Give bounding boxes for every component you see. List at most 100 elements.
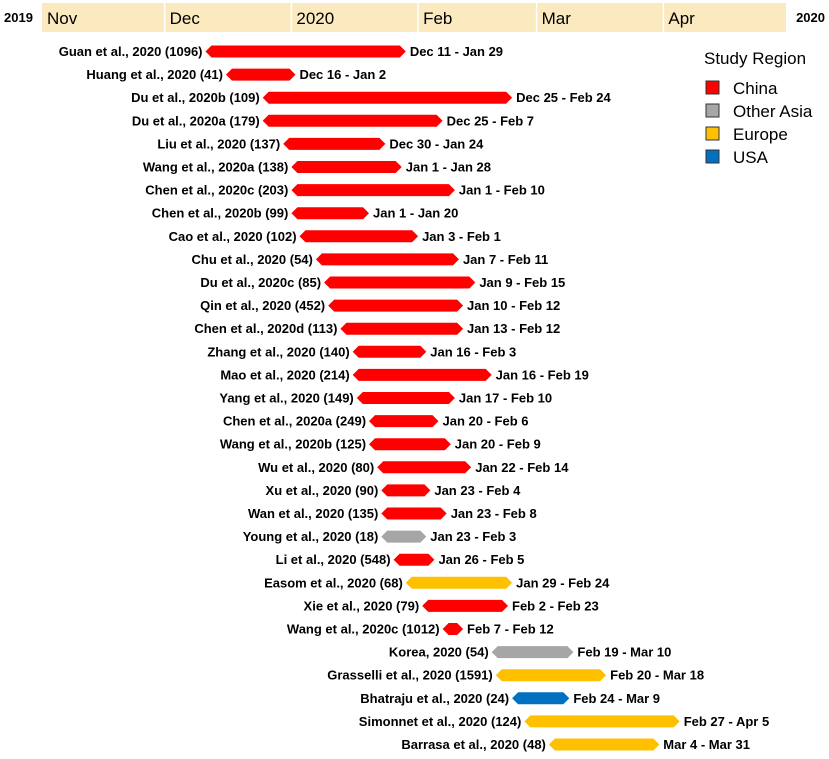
study-row: Guan et al., 2020 (1096) Dec 11 - Jan 29 [59,44,503,59]
study-row: Du et al., 2020b (109) Dec 25 - Feb 24 [131,90,611,105]
study-bar [324,276,476,289]
legend-item: Europe [705,125,788,144]
timeline-header-band [42,3,786,32]
study-label: Xie et al., 2020 (79) [304,598,420,613]
study-bar [340,322,464,335]
study-date-range: Jan 1 - Jan 28 [406,160,491,175]
study-bar [422,599,508,612]
study-label: Barrasa et al., 2020 (48) [401,737,546,752]
study-label: Li et al., 2020 (548) [276,552,391,567]
study-label: Simonnet et al., 2020 (124) [359,714,522,729]
study-row: Wang et al., 2020b (125) Jan 20 - Feb 9 [220,437,541,452]
study-bar [548,738,660,751]
study-row: Young et al., 2020 (18) Jan 23 - Feb 3 [243,529,517,544]
study-date-range: Jan 20 - Feb 6 [443,414,529,429]
study-label: Wang et al., 2020a (138) [143,160,288,175]
study-label: Yang et al., 2020 (149) [219,391,353,406]
legend-swatch [705,80,720,95]
study-date-range: Jan 20 - Feb 9 [455,437,541,452]
study-bar [226,68,296,81]
study-row: Chen et al., 2020c (203) Jan 1 - Feb 10 [145,183,545,198]
study-row: Wang et al., 2020a (138) Jan 1 - Jan 28 [143,160,491,175]
study-label: Wu et al., 2020 (80) [258,460,374,475]
legend-swatch [705,126,720,141]
study-date-range: Dec 11 - Jan 29 [410,44,503,59]
study-bar [352,345,427,358]
study-date-range: Feb 19 - Mar 10 [577,645,671,660]
study-label: Du et al., 2020a (179) [132,113,260,128]
study-date-range: Jan 22 - Feb 14 [475,460,569,475]
study-bar [512,692,570,705]
study-date-range: Jan 7 - Feb 11 [463,252,548,267]
study-label: Xu et al., 2020 (90) [266,483,379,498]
study-bar [369,438,451,451]
study-date-range: Dec 25 - Feb 24 [516,90,611,105]
study-row: Wang et al., 2020c (1012) Feb 7 - Feb 12 [287,622,554,637]
study-label: Chen et al., 2020d (113) [194,321,337,336]
study-label: Qin et al., 2020 (452) [200,298,325,313]
study-bar [495,669,607,682]
legend-label: USA [733,148,769,167]
legend-label: China [733,79,778,98]
legend-item: Other Asia [705,102,813,121]
study-bar [283,137,386,150]
study-date-range: Jan 9 - Feb 15 [479,275,565,290]
study-label: Chen et al., 2020b (99) [152,206,289,221]
study-row: Korea, 2020 (54) Feb 19 - Mar 10 [389,645,671,660]
study-bar [524,715,680,728]
study-row: Liu et al., 2020 (137) Dec 30 - Jan 24 [157,136,484,151]
axis-end-year: 2020 [796,10,825,25]
legend-swatch [705,149,720,164]
study-row: Xie et al., 2020 (79) Feb 2 - Feb 23 [304,598,599,613]
study-date-range: Jan 23 - Feb 4 [434,483,521,498]
study-date-range: Jan 29 - Feb 24 [516,575,610,590]
study-date-range: Dec 16 - Jan 2 [299,67,386,82]
study-label: Chen et al., 2020a (249) [223,414,366,429]
study-label: Liu et al., 2020 (137) [157,136,280,151]
study-row: Chen et al., 2020b (99) Jan 1 - Jan 20 [152,206,459,221]
study-row: Easom et al., 2020 (68) Jan 29 - Feb 24 [264,575,610,590]
study-row: Li et al., 2020 (548) Jan 26 - Feb 5 [276,552,525,567]
study-date-range: Jan 23 - Feb 3 [430,529,516,544]
study-date-range: Feb 27 - Apr 5 [684,714,769,729]
study-label: Korea, 2020 (54) [389,645,489,660]
study-row: Xu et al., 2020 (90) Jan 23 - Feb 4 [266,483,522,498]
study-date-range: Feb 20 - Mar 18 [610,668,704,683]
study-label: Zhang et al., 2020 (140) [207,344,349,359]
study-bar [381,507,447,520]
x-tick-label: 2020 [296,9,334,28]
study-date-range: Jan 17 - Feb 10 [459,391,552,406]
study-row: Qin et al., 2020 (452) Jan 10 - Feb 12 [200,298,560,313]
study-date-range: Jan 13 - Feb 12 [467,321,560,336]
study-date-range: Feb 2 - Feb 23 [512,598,599,613]
study-date-range: Jan 26 - Feb 5 [438,552,524,567]
study-label: Du et al., 2020c (85) [200,275,321,290]
study-bar [405,576,513,589]
study-date-range: Jan 10 - Feb 12 [467,298,560,313]
axis-start-year: 2019 [4,10,33,25]
study-label: Cao et al., 2020 (102) [169,229,297,244]
study-label: Easom et al., 2020 (68) [264,575,403,590]
legend-title: Study Region [704,49,806,68]
study-bar [205,45,406,58]
study-row: Barrasa et al., 2020 (48) Mar 4 - Mar 31 [401,737,750,752]
study-date-range: Jan 3 - Feb 1 [422,229,501,244]
study-date-range: Jan 16 - Feb 3 [430,344,516,359]
study-row: Chen et al., 2020d (113) Jan 13 - Feb 12 [194,321,560,336]
study-label: Du et al., 2020b (109) [131,90,260,105]
study-bar [291,161,402,173]
study-bar [328,299,464,312]
study-date-range: Feb 7 - Feb 12 [467,622,554,637]
study-bar [381,530,427,543]
study-bar [393,553,435,566]
study-row: Chen et al., 2020a (249) Jan 20 - Feb 6 [223,414,529,429]
study-bar [262,114,443,127]
study-bar [369,415,439,428]
study-label: Guan et al., 2020 (1096) [59,44,203,59]
legend-label: Other Asia [733,102,813,121]
study-date-range: Jan 1 - Feb 10 [459,183,545,198]
study-date-range: Jan 16 - Feb 19 [496,367,589,382]
x-tick-label: Apr [668,9,695,28]
study-row: Simonnet et al., 2020 (124) Feb 27 - Apr … [359,714,769,729]
x-tick-label: Dec [170,9,201,28]
